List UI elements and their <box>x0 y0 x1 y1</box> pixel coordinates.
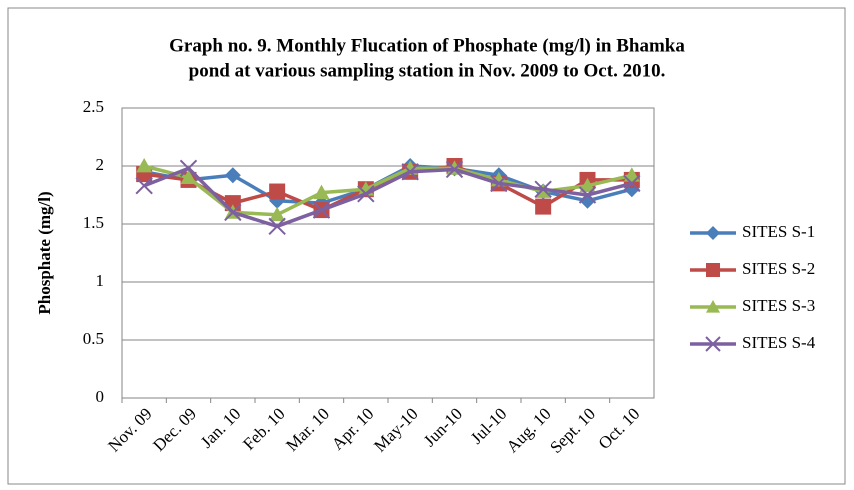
y-tick-label: 0 <box>96 387 105 406</box>
marker <box>269 206 286 222</box>
marker <box>534 180 552 198</box>
marker <box>224 203 242 222</box>
marker <box>579 192 596 209</box>
legend-marker <box>705 336 721 352</box>
marker <box>269 183 286 200</box>
marker <box>401 163 419 181</box>
y-tick-label: 2.5 <box>83 97 104 116</box>
y-tick-label: 1 <box>96 271 105 290</box>
legend-label: SITES S-2 <box>742 259 815 278</box>
y-tick-label: 0.5 <box>83 329 104 348</box>
marker <box>535 198 552 215</box>
chart-title: pond at various sampling station in Nov.… <box>189 60 666 81</box>
marker <box>136 158 153 173</box>
marker <box>312 201 331 219</box>
marker <box>135 177 153 195</box>
legend-marker <box>706 226 720 240</box>
legend-label: SITES S-4 <box>742 333 816 352</box>
marker <box>578 186 597 204</box>
y-tick-label: 1.5 <box>83 213 104 232</box>
legend-label: SITES S-1 <box>742 222 815 241</box>
chart-title: Graph no. 9. Monthly Flucation of Phosph… <box>169 35 685 56</box>
marker <box>579 177 596 193</box>
y-axis-label: Phosphate (mg/l) <box>35 191 54 314</box>
legend-label: SITES S-3 <box>742 296 815 315</box>
legend-marker <box>706 263 720 277</box>
marker <box>445 160 464 179</box>
marker <box>357 185 375 203</box>
marker <box>623 174 641 193</box>
marker <box>490 174 508 193</box>
legend-marker <box>706 300 720 313</box>
y-tick-label: 2 <box>96 155 105 174</box>
marker <box>179 159 198 178</box>
marker <box>224 167 241 184</box>
marker <box>268 217 286 236</box>
marker <box>180 169 197 184</box>
marker <box>313 184 330 200</box>
chart-frame <box>7 7 846 485</box>
